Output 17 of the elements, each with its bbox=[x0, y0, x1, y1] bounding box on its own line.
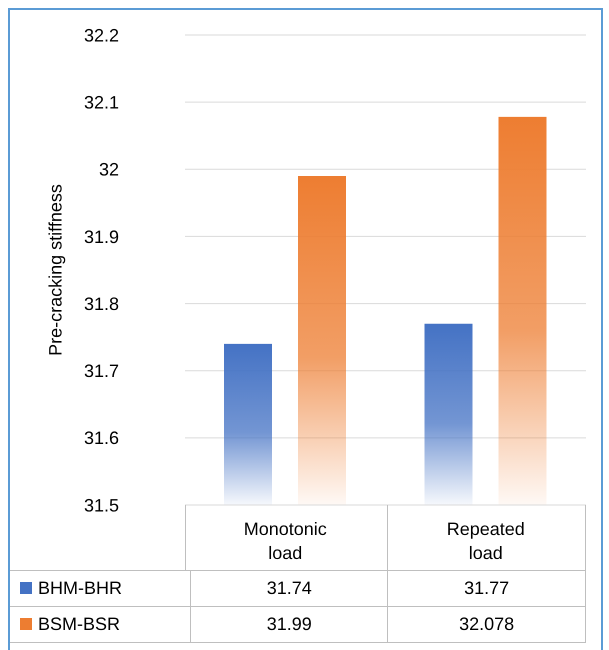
data-label: 32.078 bbox=[388, 606, 586, 642]
y-tick-label: 31.5 bbox=[84, 495, 119, 516]
data-label: 31.99 bbox=[190, 606, 388, 642]
y-tick-label: 31.7 bbox=[84, 361, 119, 382]
x-tick-label: Monotonic load bbox=[244, 519, 327, 563]
x-tick-label: Repeated load bbox=[446, 519, 525, 563]
y-axis-title: Pre-cracking stiffness bbox=[45, 184, 66, 356]
y-tick-label: 32.2 bbox=[84, 25, 119, 46]
y-tick-label: 32.1 bbox=[84, 92, 119, 113]
y-tick-label: 31.9 bbox=[84, 226, 119, 247]
y-tick-label: 31.6 bbox=[84, 428, 119, 448]
y-tick-label: 31.8 bbox=[84, 294, 119, 314]
legend-label: BHM-BHR bbox=[38, 578, 122, 598]
data-label: 31.74 bbox=[190, 570, 388, 606]
legend-label: BSM-BSR bbox=[38, 614, 120, 634]
data-label: 31.77 bbox=[388, 570, 586, 606]
y-tick-label: 32 bbox=[98, 160, 119, 180]
